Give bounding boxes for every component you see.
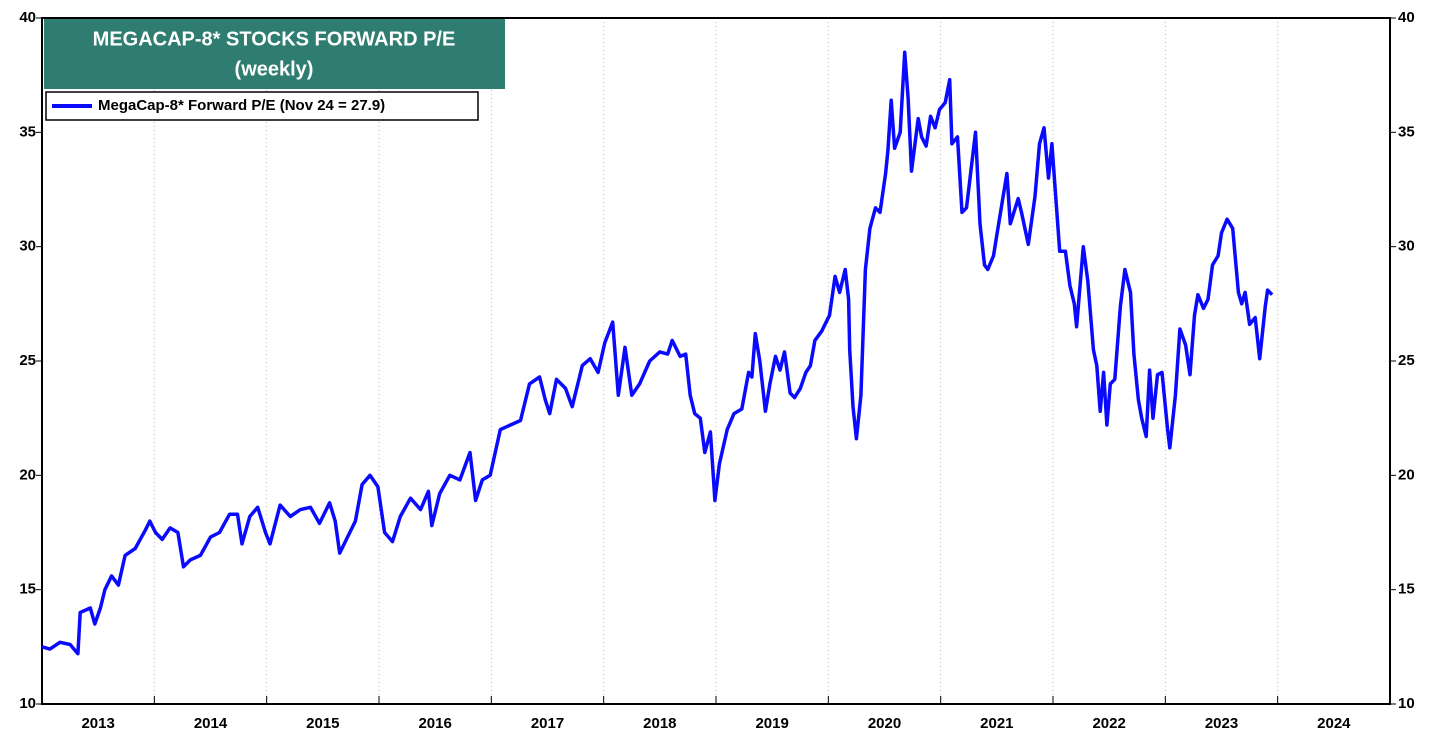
- x-tick-label: 2023: [1205, 715, 1238, 732]
- x-tick-label: 2024: [1317, 715, 1351, 732]
- x-tick-label: 2019: [755, 715, 788, 732]
- y2-tick-label: 20: [1398, 466, 1415, 483]
- x-tick-label: 2020: [868, 715, 901, 732]
- y-tick-label: 15: [19, 581, 36, 598]
- y2-tick-label: 15: [1398, 581, 1415, 598]
- x-tick-label: 2013: [81, 715, 114, 732]
- x-tick-label: 2021: [980, 715, 1013, 732]
- legend-box: [45, 91, 479, 121]
- x-tick-label: 2016: [418, 715, 451, 732]
- y2-tick-label: 30: [1398, 238, 1415, 255]
- chart-subtitle: (weekly): [235, 58, 314, 80]
- y-tick-label: 10: [19, 695, 36, 712]
- x-tick-label: 2015: [306, 715, 339, 732]
- y2-tick-label: 40: [1398, 9, 1415, 26]
- y2-tick-label: 10: [1398, 695, 1415, 712]
- x-tick-label: 2017: [531, 715, 564, 732]
- y-tick-label: 20: [19, 466, 36, 483]
- legend-label: MegaCap-8* Forward P/E (Nov 24 = 27.9): [98, 97, 385, 114]
- y-tick-label: 40: [19, 9, 36, 26]
- y2-tick-label: 25: [1398, 352, 1415, 369]
- chart-title: MEGACAP-8* STOCKS FORWARD P/E: [93, 28, 456, 50]
- x-tick-label: 2018: [643, 715, 676, 732]
- x-tick-label: 2014: [194, 715, 228, 732]
- y-tick-label: 25: [19, 352, 36, 369]
- y-tick-label: 30: [19, 238, 36, 255]
- line-series: [41, 50, 1274, 656]
- y-tick-label: 35: [19, 123, 36, 140]
- x-tick-label: 2022: [1092, 715, 1125, 732]
- y2-tick-label: 35: [1398, 123, 1415, 140]
- title-box: [44, 19, 505, 89]
